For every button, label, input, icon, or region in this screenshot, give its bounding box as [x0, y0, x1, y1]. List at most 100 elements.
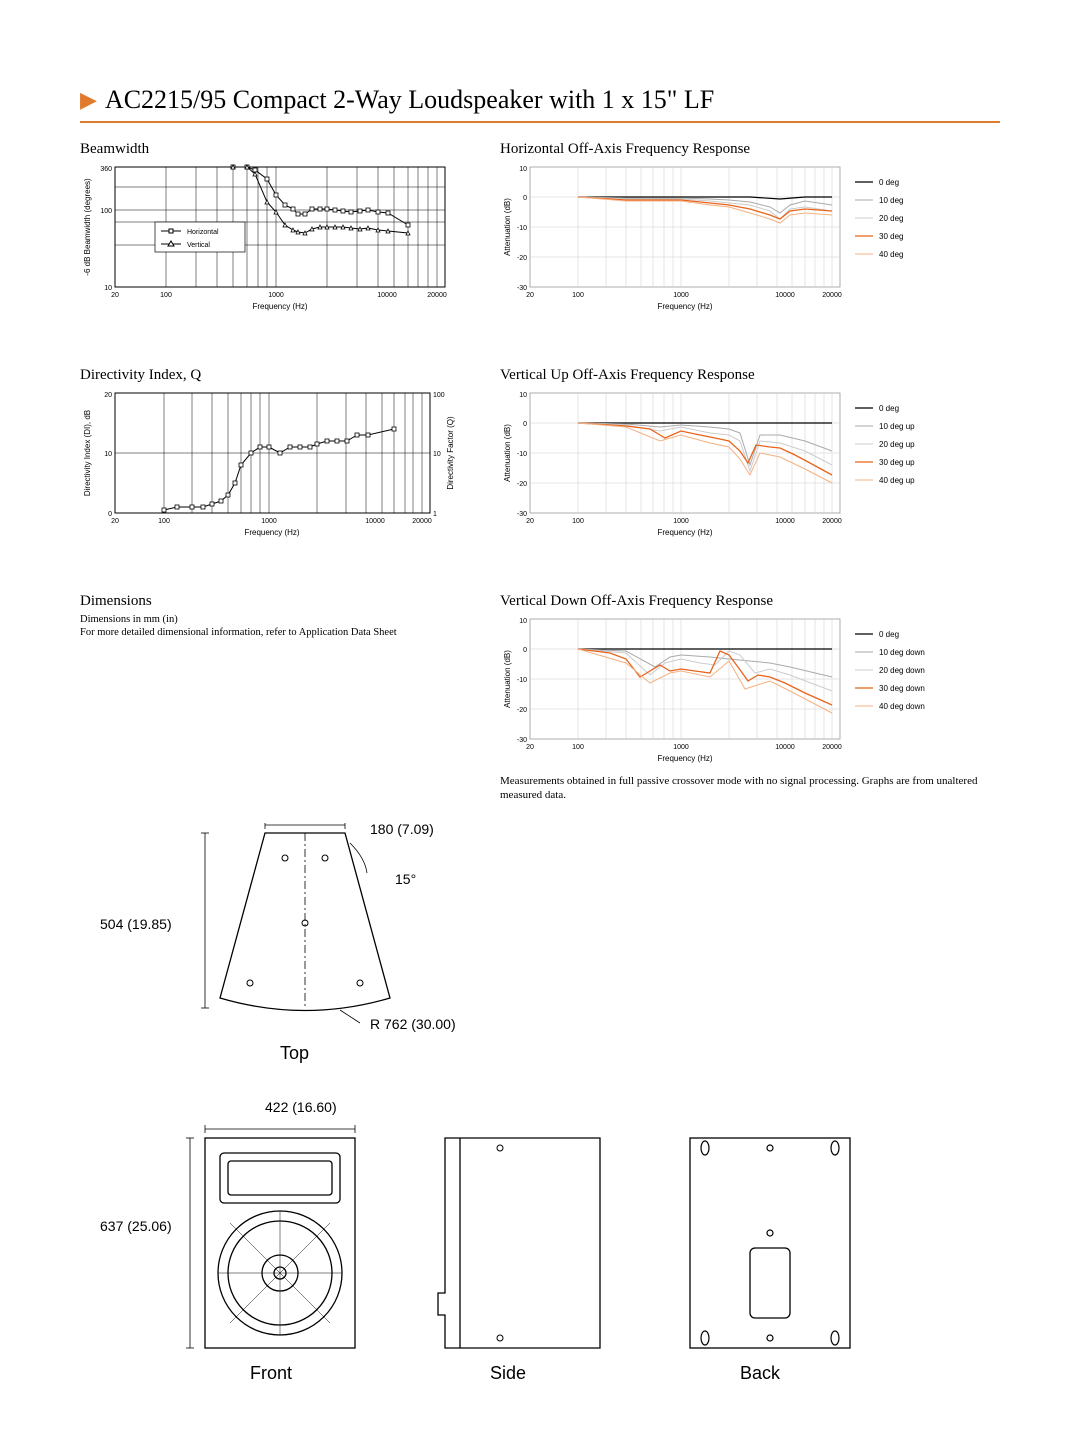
svg-text:40 deg up: 40 deg up: [879, 476, 915, 485]
vert-up-svg: 10 0 -10 -20 -30 20 100 1000 10000 20000…: [500, 388, 1000, 538]
svg-text:20 deg up: 20 deg up: [879, 440, 915, 449]
measurement-note: Measurements obtained in full passive cr…: [500, 774, 1000, 803]
svg-text:1000: 1000: [261, 518, 277, 525]
vert-up-title: Vertical Up Off-Axis Frequency Response: [500, 367, 1000, 384]
vu-ylabel: Attenuation (dB): [503, 424, 512, 482]
svg-text:20: 20: [111, 518, 119, 525]
view-front: Front: [250, 1363, 292, 1384]
view-side: Side: [490, 1363, 526, 1384]
svg-text:10 deg: 10 deg: [879, 196, 903, 205]
svg-text:10000: 10000: [775, 744, 795, 751]
svg-text:20 deg down: 20 deg down: [879, 666, 925, 675]
svg-text:100: 100: [572, 518, 584, 525]
svg-text:100: 100: [572, 744, 584, 751]
ho-ylabel: Attenuation (dB): [503, 198, 512, 256]
svg-text:10: 10: [519, 618, 527, 625]
svg-text:1000: 1000: [673, 292, 689, 299]
dim-radius: R 762 (30.00): [370, 1016, 456, 1032]
svg-text:1000: 1000: [673, 518, 689, 525]
back-view-svg: [680, 1133, 860, 1363]
svg-text:-10: -10: [517, 451, 527, 458]
svg-text:0: 0: [108, 511, 112, 518]
svg-text:-30: -30: [517, 511, 527, 518]
svg-text:0 deg: 0 deg: [879, 404, 899, 413]
svg-text:-20: -20: [517, 707, 527, 714]
svg-text:10: 10: [433, 451, 441, 458]
svg-text:0: 0: [523, 647, 527, 654]
vu-xlabel: Frequency (Hz): [657, 528, 712, 537]
svg-text:20: 20: [111, 292, 119, 299]
dim-height: 637 (25.06): [100, 1218, 172, 1234]
svg-text:10000: 10000: [365, 518, 385, 525]
svg-text:10000: 10000: [775, 292, 795, 299]
svg-text:-30: -30: [517, 285, 527, 292]
legend-vert: Vertical: [187, 242, 210, 249]
svg-text:0: 0: [523, 195, 527, 202]
view-back: Back: [740, 1363, 780, 1384]
svg-text:1: 1: [433, 511, 437, 518]
svg-text:-20: -20: [517, 481, 527, 488]
svg-text:20000: 20000: [412, 518, 432, 525]
di-ylabel-right: Directivity Factor (Q): [446, 416, 455, 490]
horiz-off-svg: 10 0 -10 -20 -30 20 100 1000 10000 20000…: [500, 162, 1000, 312]
svg-text:20 deg: 20 deg: [879, 214, 903, 223]
vd-ylabel: Attenuation (dB): [503, 650, 512, 708]
vert-down-title: Vertical Down Off-Axis Frequency Respons…: [500, 593, 1000, 610]
dim-top-width: 180 (7.09): [370, 821, 434, 837]
svg-text:10: 10: [519, 166, 527, 173]
horiz-off-chart: Horizontal Off-Axis Frequency Response 1…: [500, 141, 1000, 312]
svg-text:1000: 1000: [673, 744, 689, 751]
svg-text:40 deg down: 40 deg down: [879, 702, 925, 711]
title-row: ▶ AC2215/95 Compact 2-Way Loudspeaker wi…: [80, 85, 1000, 115]
svg-text:-30: -30: [517, 737, 527, 744]
dimensions-drawings: 180 (7.09) 15° 504 (19.85) R 762 (30.00)…: [80, 803, 1000, 1443]
view-top: Top: [280, 1043, 309, 1064]
ho-xlabel: Frequency (Hz): [657, 302, 712, 311]
svg-text:1000: 1000: [268, 292, 284, 299]
svg-text:100: 100: [158, 518, 170, 525]
svg-text:100: 100: [433, 392, 445, 399]
svg-text:360: 360: [100, 166, 112, 173]
legend-horiz: Horizontal: [187, 229, 219, 236]
svg-text:100: 100: [160, 292, 172, 299]
dimensions-section: Dimensions Dimensions in mm (in) For mor…: [80, 593, 480, 638]
svg-text:40 deg: 40 deg: [879, 250, 903, 259]
svg-text:0 deg: 0 deg: [879, 630, 899, 639]
directivity-svg: 20 10 0 100 10 1 20 100 1000 10000 20000…: [80, 388, 460, 538]
svg-text:-10: -10: [517, 225, 527, 232]
di-xlabel: Frequency (Hz): [244, 528, 299, 537]
svg-text:10: 10: [519, 392, 527, 399]
svg-text:-20: -20: [517, 255, 527, 262]
vert-down-svg: 10 0 -10 -20 -30 20 100 1000 10000 20000…: [500, 614, 1000, 764]
svg-text:20: 20: [526, 292, 534, 299]
svg-text:30 deg up: 30 deg up: [879, 458, 915, 467]
title-divider: [80, 121, 1000, 123]
bw-ylabel: -6 dB Beamwidth (degrees): [83, 178, 92, 276]
title-arrow-icon: ▶: [80, 87, 97, 113]
dim-depth: 504 (19.85): [100, 916, 172, 932]
page-title: AC2215/95 Compact 2-Way Loudspeaker with…: [105, 85, 714, 115]
directivity-chart: Directivity Index, Q 20 10 0: [80, 367, 480, 538]
svg-text:100: 100: [572, 292, 584, 299]
svg-text:10000: 10000: [377, 292, 397, 299]
svg-text:10 deg up: 10 deg up: [879, 422, 915, 431]
svg-text:10: 10: [104, 451, 112, 458]
svg-text:0: 0: [523, 421, 527, 428]
svg-text:30 deg: 30 deg: [879, 232, 903, 241]
dim-angle: 15°: [395, 871, 416, 887]
svg-text:20000: 20000: [427, 292, 447, 299]
vd-xlabel: Frequency (Hz): [657, 754, 712, 763]
svg-text:10 deg down: 10 deg down: [879, 648, 925, 657]
svg-text:20000: 20000: [822, 744, 842, 751]
vert-up-chart: Vertical Up Off-Axis Frequency Response …: [500, 367, 1000, 538]
dim-front-width: 422 (16.60): [265, 1099, 337, 1115]
front-view-svg: [180, 1123, 380, 1363]
svg-text:0 deg: 0 deg: [879, 178, 899, 187]
side-view-svg: [430, 1133, 620, 1363]
svg-text:20000: 20000: [822, 518, 842, 525]
svg-text:10: 10: [104, 285, 112, 292]
svg-text:100: 100: [100, 208, 112, 215]
svg-text:-10: -10: [517, 677, 527, 684]
svg-text:30 deg down: 30 deg down: [879, 684, 925, 693]
directivity-title: Directivity Index, Q: [80, 367, 480, 384]
